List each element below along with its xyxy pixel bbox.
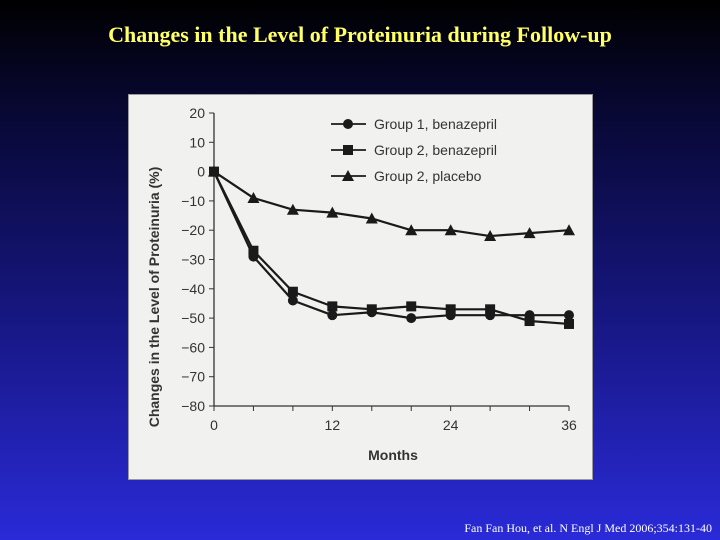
- y-tick-label: −40: [181, 281, 205, 297]
- data-point: [366, 304, 377, 315]
- data-point: [247, 191, 260, 203]
- chart-series: [208, 165, 575, 329]
- legend-marker: [343, 119, 353, 129]
- legend-label: Group 2, placebo: [374, 168, 482, 184]
- series-line: [213, 170, 570, 238]
- series-group-2-benazepril: [209, 166, 574, 329]
- y-tick-label: −50: [181, 310, 205, 326]
- data-point: [208, 165, 220, 177]
- y-tick-label: −20: [181, 222, 205, 238]
- series-line: [213, 171, 570, 326]
- data-point: [406, 313, 417, 324]
- data-point: [445, 304, 456, 315]
- y-tick-label: 10: [189, 134, 205, 150]
- y-tick-label: −80: [181, 398, 205, 414]
- series-group-2-placebo: [208, 165, 575, 242]
- data-point: [406, 301, 417, 312]
- y-tick-label: −70: [181, 369, 205, 385]
- line-chart: 20 10 0 −10 −20 −30 −40 −50 −60 −70 −80 0 12 24 36 Gro…: [146, 105, 577, 463]
- x-tick-label: 24: [443, 417, 459, 433]
- data-point: [405, 224, 418, 236]
- data-point: [485, 304, 496, 315]
- data-point: [523, 227, 536, 239]
- slide-title: Changes in the Level of Proteinuria duri…: [108, 22, 612, 47]
- data-point: [563, 224, 575, 236]
- data-point: [365, 212, 378, 224]
- legend-marker: [343, 145, 353, 155]
- data-point: [327, 310, 338, 321]
- series-line: [213, 171, 569, 320]
- legend-marker: [342, 170, 354, 181]
- y-tick-label: −60: [181, 339, 205, 355]
- data-point: [524, 316, 535, 327]
- legend-item: Group 2, benazepril: [331, 142, 497, 158]
- data-point: [564, 310, 574, 321]
- x-tick-label: 36: [561, 417, 577, 433]
- legend-label: Group 1, benazepril: [374, 116, 497, 132]
- data-point: [444, 224, 457, 236]
- data-point: [248, 245, 259, 256]
- data-point: [326, 206, 339, 218]
- y-axis-label: Changes in the Level of Proteinuria (%): [146, 167, 162, 428]
- legend-item: Group 2, placebo: [331, 168, 482, 184]
- series-group-1-benazepril: [209, 166, 574, 324]
- chart-legend: Group 1, benazepril Group 2, benazepril Gr…: [331, 116, 497, 184]
- y-tick-label: −30: [181, 252, 205, 268]
- data-point: [286, 203, 299, 215]
- data-point: [287, 286, 298, 297]
- legend-item: Group 1, benazepril: [331, 116, 497, 132]
- chart-panel: 20 10 0 −10 −20 −30 −40 −50 −60 −70 −80 0 12 24 36 Gro…: [128, 94, 593, 480]
- legend-label: Group 2, benazepril: [374, 142, 497, 158]
- data-point: [287, 295, 298, 306]
- x-tick-label: 0: [210, 417, 218, 433]
- citation: Fan Fan Hou, et al. N Engl J Med 2006;35…: [464, 521, 712, 535]
- y-tick-label: 0: [197, 164, 205, 180]
- data-point: [564, 318, 574, 329]
- x-tick-label: 12: [325, 417, 341, 433]
- x-axis-label: Months: [368, 447, 418, 463]
- chart-ticks: 20 10 0 −10 −20 −30 −40 −50 −60 −70 −80 0 12 24 36: [181, 105, 577, 433]
- y-tick-label: −10: [181, 193, 205, 209]
- data-point: [484, 230, 497, 242]
- data-point: [327, 301, 338, 312]
- y-tick-label: 20: [189, 105, 205, 121]
